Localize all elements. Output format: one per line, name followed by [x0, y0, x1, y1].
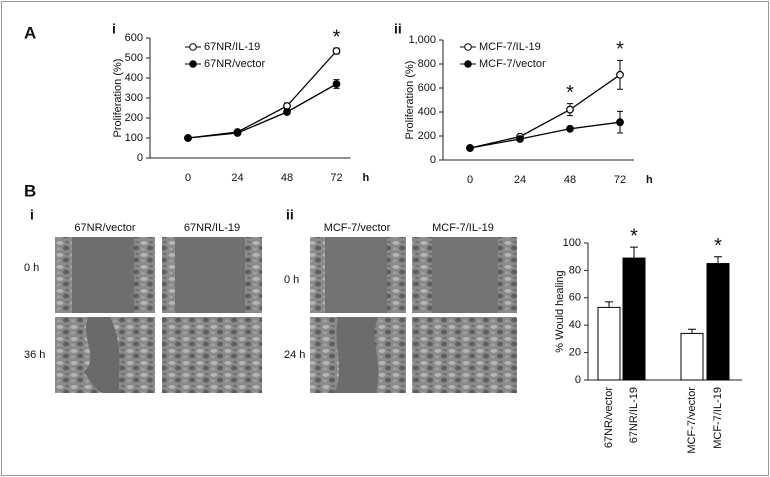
point [566, 124, 574, 133]
y-tick-label: 0 [575, 374, 581, 386]
x-tick-label: MCF-7/IL-19 [712, 387, 724, 449]
error-bar [605, 301, 613, 308]
panel-label: B [24, 181, 36, 200]
subpanel-label: ii [286, 207, 294, 223]
bar [680, 332, 704, 381]
series-line [469, 74, 621, 149]
legend-marker [189, 43, 197, 51]
y-tick-label: 500 [125, 52, 143, 64]
subpanel-label: ii [394, 21, 402, 37]
annotation: * [566, 82, 574, 104]
legend-label: 67NR/vector [204, 58, 265, 70]
wound-gap [334, 317, 379, 393]
wound-gap [84, 317, 120, 393]
y-tick-label: 600 [418, 82, 436, 94]
x-tick-label: 72 [330, 172, 342, 184]
y-tick-label: 20 [569, 347, 581, 359]
error-bar [630, 246, 638, 259]
y-tick-label: 200 [418, 130, 436, 142]
y-axis-label: % Would healing [554, 270, 566, 352]
column-label: MCF-7/vector [324, 222, 391, 234]
x-axis-label: h [646, 174, 653, 186]
y-tick-label: 400 [418, 106, 436, 118]
panel-label: A [24, 23, 36, 42]
point [184, 134, 192, 142]
bar [622, 257, 646, 381]
legend-label: MCF-7/IL-19 [479, 41, 541, 53]
y-axis-label: Proliferation (%) [404, 61, 416, 140]
y-tick-label: 0 [137, 152, 143, 164]
point [233, 129, 242, 137]
x-tick-label: 0 [185, 172, 191, 184]
wound-gap [325, 237, 387, 313]
x-tick-label: 48 [281, 172, 293, 184]
x-tick-label: MCF-7/vector [686, 387, 698, 454]
column-label: 67NR/vector [74, 222, 135, 234]
x-tick-label: 48 [564, 174, 576, 186]
point [616, 118, 624, 127]
error-bar [714, 256, 722, 264]
legend-marker [464, 43, 472, 51]
row-label: 0 h [24, 262, 39, 274]
x-tick-label: 24 [231, 172, 243, 184]
legend-label: 67NR/IL-19 [204, 41, 260, 53]
micrograph [412, 317, 517, 393]
row-label: 0 h [284, 274, 299, 286]
point [616, 70, 624, 79]
x-tick-label: 67NR/IL-19 [628, 387, 640, 443]
error-bar [688, 328, 696, 334]
wound-gap [175, 237, 245, 313]
row-label: 36 h [24, 349, 45, 361]
annotation: * [630, 225, 638, 247]
wound-gap [432, 237, 498, 313]
point [332, 47, 341, 55]
annotation: * [714, 235, 722, 257]
point [516, 135, 524, 143]
legend-label: MCF-7/vector [479, 58, 546, 70]
y-tick-label: 800 [418, 58, 436, 70]
wound-gap [72, 237, 134, 313]
x-axis-label: h [363, 172, 370, 184]
bar [706, 263, 730, 381]
y-tick-label: 60 [569, 292, 581, 304]
subpanel-label: i [112, 21, 116, 37]
y-tick-label: 0 [430, 154, 436, 166]
legend-marker [189, 60, 197, 68]
subpanel-label: i [30, 207, 34, 223]
column-label: 67NR/IL-19 [184, 222, 240, 234]
series-line [469, 121, 621, 149]
point [566, 105, 574, 114]
y-tick-label: 200 [125, 112, 143, 124]
point [466, 144, 474, 152]
y-tick-label: 100 [563, 237, 581, 249]
annotation: * [616, 39, 624, 61]
micrographs-left: 67NR/vector 67NR/IL-19 0 h 36 h [24, 222, 262, 393]
y-tick-label: 300 [125, 92, 143, 104]
x-tick-label: 0 [467, 174, 473, 186]
y-axis-label: Proliferation (%) [112, 59, 124, 138]
x-tick-label: 24 [514, 174, 526, 186]
y-tick-label: 40 [569, 319, 581, 331]
micrograph [162, 317, 262, 393]
bar [597, 306, 621, 381]
y-tick-label: 80 [569, 264, 581, 276]
annotation: * [333, 26, 341, 48]
x-tick-label: 72 [614, 174, 626, 186]
column-label: MCF-7/IL-19 [432, 222, 494, 234]
row-label: 24 h [284, 349, 305, 361]
y-tick-label: 400 [125, 72, 143, 84]
x-tick-label: 67NR/vector [603, 387, 615, 448]
legend-marker [464, 60, 472, 68]
series-line [187, 83, 337, 139]
y-tick-label: 600 [125, 32, 143, 44]
micrographs-right: MCF-7/vector MCF-7/IL-19 0 h 24 h [284, 222, 517, 393]
y-tick-label: 1,000 [408, 34, 436, 46]
point [332, 80, 341, 88]
y-tick-label: 100 [125, 132, 143, 144]
point [283, 108, 291, 116]
